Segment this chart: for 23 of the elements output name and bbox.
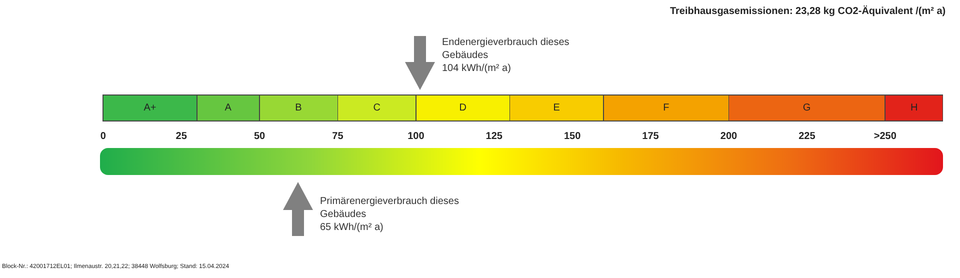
series-label: G [802,102,811,114]
x-tick-label: 150 [564,130,582,142]
x-tick-label: 225 [798,130,816,142]
x-tick-label: 125 [486,130,503,142]
x-tick-label: >250 [874,130,897,142]
series-label: A [224,102,232,114]
x-tick-label: 200 [720,130,738,142]
series-label: E [553,102,560,114]
series-label: H [910,102,918,114]
x-tick-label: 175 [642,130,660,142]
text: Endenergieverbrauch dieses Gebäudes 104 kWh/(m² a) [442,37,570,74]
series-label: B [295,102,302,114]
x-tick-label: 100 [408,130,425,142]
x-tick-label: 50 [254,130,266,142]
text: Primärenergieverbrauch dieses Gebäudes 65 kWh/(m² a) [320,196,459,233]
series-label: C [373,102,380,114]
series-label: D [459,102,466,114]
chart-title: Treibhausgasemissionen: 23,28 kg CO2-Äquivalent /(m² a) [670,4,946,17]
x-tick-label: 25 [176,130,188,142]
series-label: F [663,102,670,114]
x-tick-label: 75 [332,130,344,142]
x-tick-label: 0 [100,130,106,142]
series-label: A+ [144,102,156,114]
